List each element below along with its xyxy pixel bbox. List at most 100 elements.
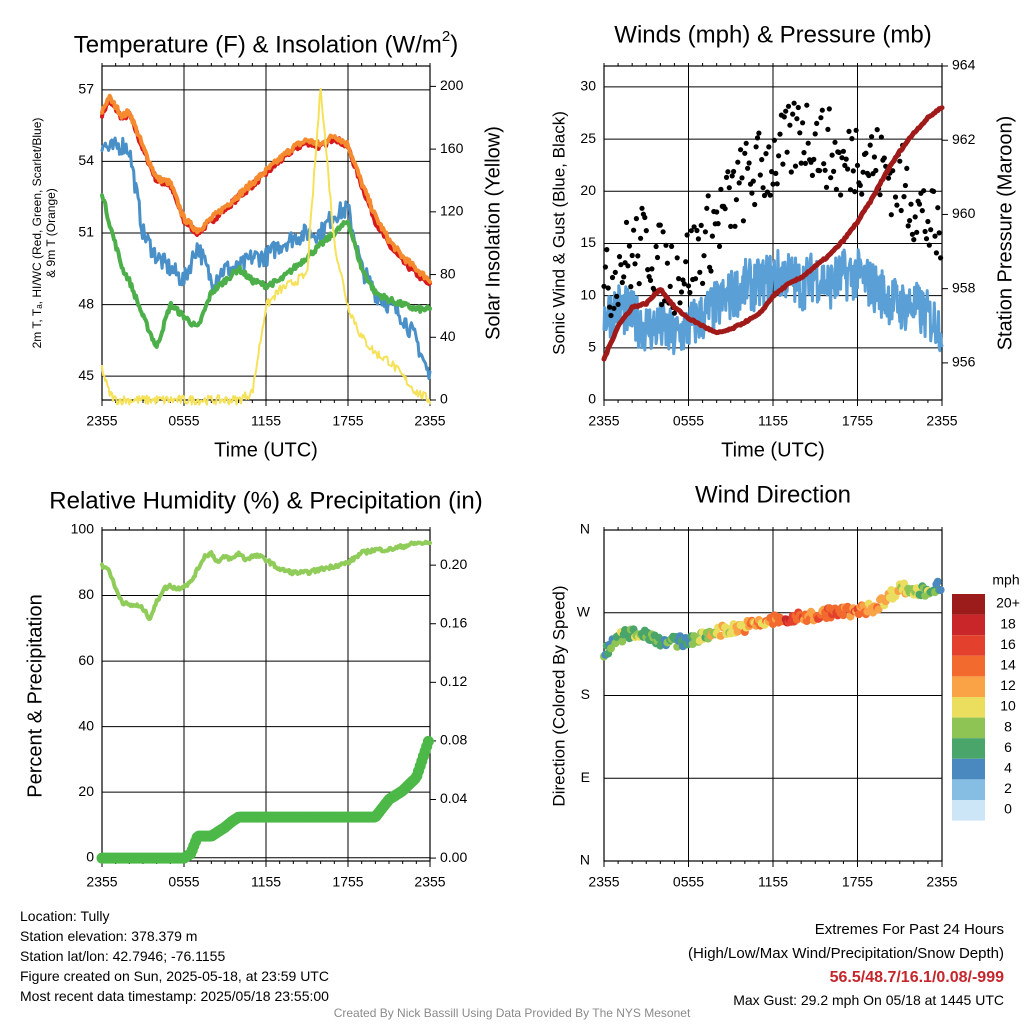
y-tick-label: 30 — [580, 78, 596, 94]
gust-point — [842, 162, 848, 168]
legend-swatch — [952, 676, 985, 697]
x-tick-label: 1155 — [758, 874, 788, 890]
gust-point — [625, 263, 631, 269]
legend-label: 12 — [1000, 677, 1016, 693]
gust-point — [798, 160, 804, 166]
gust-point — [925, 218, 931, 225]
gust-point — [760, 185, 766, 191]
legend-label: 14 — [1000, 657, 1016, 673]
gust-point — [816, 168, 823, 174]
chart-title: Wind Direction — [695, 481, 851, 508]
gust-point — [709, 233, 716, 239]
gust-point — [746, 160, 752, 166]
gust-point — [756, 130, 762, 136]
y-tick-label: S — [581, 686, 590, 702]
gust-point — [839, 155, 845, 161]
y-tick-label: N — [580, 521, 590, 537]
gust-point — [716, 243, 723, 249]
gust-point — [904, 165, 910, 171]
gust-point — [684, 232, 690, 238]
gust-point — [749, 190, 755, 196]
gust-point — [791, 100, 797, 106]
y-tick-label: 40 — [78, 717, 94, 733]
gust-point — [800, 120, 806, 126]
gust-point — [725, 169, 731, 175]
gust-point — [745, 165, 751, 171]
y-right-tick-label: 0.00 — [440, 849, 467, 865]
gust-point — [743, 140, 749, 146]
legend-swatch — [952, 738, 985, 759]
gust-point — [657, 222, 663, 228]
gust-point — [819, 107, 825, 113]
y-tick-label: 80 — [78, 586, 94, 602]
gust-point — [654, 254, 661, 261]
gust-point — [688, 228, 694, 234]
gust-point — [698, 222, 704, 228]
y-right-tick-label: 0 — [440, 391, 448, 407]
y-axis-label: & 9m T (Orange) — [44, 188, 58, 278]
gust-point — [814, 120, 820, 126]
gust-point — [877, 192, 883, 198]
series-line-hi-wc — [100, 136, 432, 380]
gust-point — [611, 305, 617, 311]
x-tick-label: 0555 — [168, 413, 199, 429]
series-line-9m-t — [100, 93, 432, 284]
x-tick-label: 2355 — [414, 413, 445, 429]
gust-point — [860, 169, 866, 175]
x-tick-label: 1755 — [842, 413, 873, 429]
gust-point — [738, 147, 744, 153]
gust-point — [681, 281, 687, 287]
gust-point — [740, 218, 747, 224]
gust-point — [601, 283, 607, 289]
gust-point — [619, 279, 625, 286]
gust-point — [916, 201, 923, 207]
gust-point — [928, 227, 934, 233]
x-axis-label: Time (UTC) — [214, 439, 318, 461]
gust-point — [733, 197, 740, 203]
gust-point — [847, 187, 854, 193]
gust-point — [769, 169, 775, 175]
x-tick-label: 1155 — [251, 874, 281, 890]
y-right-tick-label: 120 — [440, 203, 464, 219]
x-axis-label: Time (UTC) — [721, 439, 825, 461]
gust-point — [885, 175, 892, 181]
gust-point — [626, 243, 633, 249]
gust-point — [921, 188, 927, 194]
gust-point — [754, 135, 761, 141]
gust-point — [805, 140, 811, 146]
gust-point — [850, 168, 856, 174]
gust-point — [642, 214, 648, 221]
gust-point — [718, 186, 724, 192]
gust-point — [671, 310, 678, 316]
y-tick-label: 5 — [588, 339, 596, 355]
gust-point — [790, 111, 796, 117]
y-right-tick-label: 956 — [952, 354, 976, 370]
gust-point — [639, 205, 645, 211]
station-latlon: Station lat/lon: 42.7946; -76.1155 — [20, 948, 226, 964]
gust-point — [678, 289, 685, 295]
gust-point — [867, 142, 873, 148]
gust-point — [853, 127, 859, 133]
legend-label: 4 — [1004, 760, 1012, 776]
gust-point — [818, 115, 824, 121]
gust-point — [922, 228, 928, 235]
gust-point — [849, 136, 855, 142]
gust-point — [823, 184, 830, 190]
legend-label: 20+ — [996, 595, 1020, 611]
gust-point — [859, 191, 865, 197]
gust-point — [766, 144, 772, 150]
gust-point — [788, 169, 794, 175]
gust-point — [618, 262, 624, 268]
gust-point — [708, 268, 714, 274]
y-right-tick-label: 40 — [440, 328, 456, 344]
y-tick-label: 20 — [580, 182, 596, 198]
y-right-axis-label: Station Pressure (Maroon) — [994, 116, 1016, 351]
gust-point — [632, 261, 638, 267]
gust-point — [687, 289, 693, 296]
gust-point — [932, 233, 938, 239]
chart-title: Winds (mph) & Pressure (mb) — [614, 21, 931, 48]
gust-point — [878, 134, 885, 140]
recent-timestamp: Most recent data timestamp: 2025/05/18 2… — [20, 988, 329, 1004]
gust-point — [700, 280, 706, 286]
